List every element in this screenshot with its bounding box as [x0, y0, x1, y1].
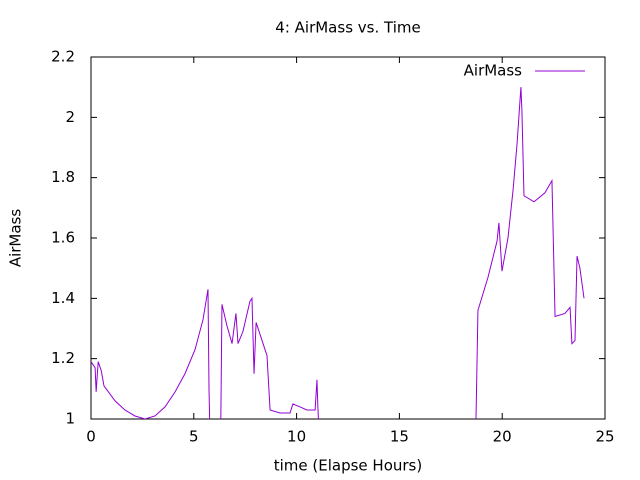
- y-tick-label: 2.2: [51, 48, 75, 66]
- x-tick-label: 25: [595, 428, 614, 446]
- x-tick-label: 10: [287, 428, 306, 446]
- data-line: [91, 87, 585, 419]
- y-tick-label: 1.4: [51, 289, 75, 307]
- x-tick-label: 0: [86, 428, 96, 446]
- y-tick-label: 2: [65, 108, 75, 126]
- y-axis-label: AirMass: [7, 209, 25, 268]
- y-tick-label: 1.6: [51, 229, 75, 247]
- x-tick-label: 15: [390, 428, 409, 446]
- plot-border: [90, 56, 606, 420]
- chart-title: 4: AirMass vs. Time: [275, 19, 420, 37]
- x-axis-label: time (Elapse Hours): [274, 457, 422, 475]
- x-tick-label: 20: [493, 428, 512, 446]
- y-tick-label: 1: [65, 410, 75, 428]
- legend-label: AirMass: [464, 62, 523, 80]
- y-tick-label: 1.8: [51, 168, 75, 186]
- y-tick-label: 1.2: [51, 349, 75, 367]
- x-tick-label: 5: [189, 428, 199, 446]
